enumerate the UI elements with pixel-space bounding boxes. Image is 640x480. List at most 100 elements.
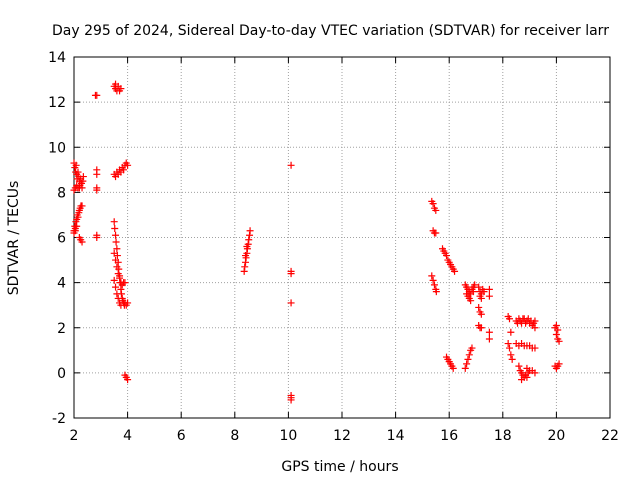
data-point <box>485 292 493 300</box>
data-series <box>70 80 563 404</box>
y-tick-label: 4 <box>57 276 66 292</box>
data-point <box>485 328 493 336</box>
data-point <box>75 184 83 192</box>
data-point <box>552 331 560 339</box>
data-point <box>485 285 493 293</box>
y-tick-label: 14 <box>48 50 66 66</box>
data-point <box>506 344 513 352</box>
x-tick-label: 20 <box>547 428 565 444</box>
data-point <box>124 161 132 169</box>
data-point <box>124 299 132 307</box>
data-point <box>112 231 120 239</box>
data-point <box>523 373 531 381</box>
data-point <box>114 270 122 278</box>
data-point <box>117 85 125 93</box>
data-point <box>432 288 440 296</box>
x-tick-label: 22 <box>601 428 619 444</box>
y-tick-label: 10 <box>48 140 66 156</box>
data-point <box>241 263 249 271</box>
data-point <box>93 91 101 99</box>
data-point <box>432 229 440 237</box>
data-point <box>432 206 440 214</box>
data-point <box>110 249 118 257</box>
data-point <box>93 186 101 194</box>
grid-lines <box>74 57 610 418</box>
y-tick-label: 12 <box>48 95 66 111</box>
chart-title: Day 295 of 2024, Sidereal Day-to-day VTE… <box>52 23 609 39</box>
x-tick-label: 2 <box>70 428 79 444</box>
data-point <box>523 364 531 372</box>
data-point <box>477 294 485 302</box>
data-point <box>531 344 539 352</box>
data-point <box>246 227 254 235</box>
y-tick-label: 6 <box>57 231 66 247</box>
data-point <box>506 315 513 323</box>
data-point <box>113 245 121 253</box>
y-axis-label: SDTVAR / TECUs <box>6 181 22 296</box>
data-point <box>469 288 477 296</box>
data-point <box>287 270 295 278</box>
data-point <box>464 355 472 363</box>
data-point <box>555 337 563 345</box>
data-point <box>443 252 451 260</box>
x-tick-label: 16 <box>440 428 458 444</box>
data-point <box>111 224 119 232</box>
data-point <box>112 256 120 264</box>
data-point <box>531 317 539 325</box>
data-point <box>120 166 128 174</box>
data-point <box>112 238 120 246</box>
data-point <box>287 161 295 169</box>
data-point <box>429 276 437 284</box>
data-point <box>73 222 81 230</box>
data-point <box>287 396 295 404</box>
data-point <box>72 161 80 169</box>
x-tick-label: 8 <box>230 428 239 444</box>
data-point <box>531 369 539 377</box>
data-point <box>554 326 562 334</box>
data-point <box>74 213 82 221</box>
data-point <box>504 340 512 348</box>
data-point <box>461 364 469 372</box>
data-point <box>242 252 250 260</box>
x-tick-label: 14 <box>387 428 405 444</box>
data-point <box>507 328 515 336</box>
y-tick-label: -2 <box>52 411 66 427</box>
data-point <box>475 303 483 311</box>
data-point <box>93 234 101 241</box>
data-point <box>468 344 476 352</box>
data-point <box>93 170 101 178</box>
data-point <box>117 301 125 309</box>
data-point <box>429 200 437 208</box>
data-point <box>287 299 295 307</box>
data-point <box>531 324 539 332</box>
x-tick-label: 10 <box>279 428 297 444</box>
x-tick-label: 18 <box>494 428 512 444</box>
data-point <box>465 351 473 359</box>
data-point <box>515 362 523 370</box>
data-point <box>245 236 253 244</box>
data-point <box>124 376 132 384</box>
y-tick-label: 0 <box>57 366 66 382</box>
data-point <box>552 321 560 329</box>
x-tick-label: 4 <box>123 428 132 444</box>
x-axis-label: GPS time / hours <box>281 459 398 475</box>
data-point <box>74 168 82 176</box>
x-tick-label: 12 <box>333 428 351 444</box>
data-point <box>463 360 471 368</box>
data-point <box>430 281 438 289</box>
data-point <box>477 310 485 318</box>
data-point <box>112 80 120 88</box>
x-axis: 2 4 6 8 10 12 14 16 18 20 22 <box>70 57 619 444</box>
data-point <box>428 272 436 280</box>
data-point <box>477 324 485 332</box>
data-point <box>475 283 483 291</box>
data-point <box>451 267 459 275</box>
data-point <box>485 335 493 343</box>
data-point <box>78 202 86 210</box>
data-point <box>78 238 86 246</box>
y-tick-label: 8 <box>57 185 66 201</box>
data-point <box>112 283 120 291</box>
data-point <box>121 279 129 287</box>
data-point <box>114 294 122 302</box>
